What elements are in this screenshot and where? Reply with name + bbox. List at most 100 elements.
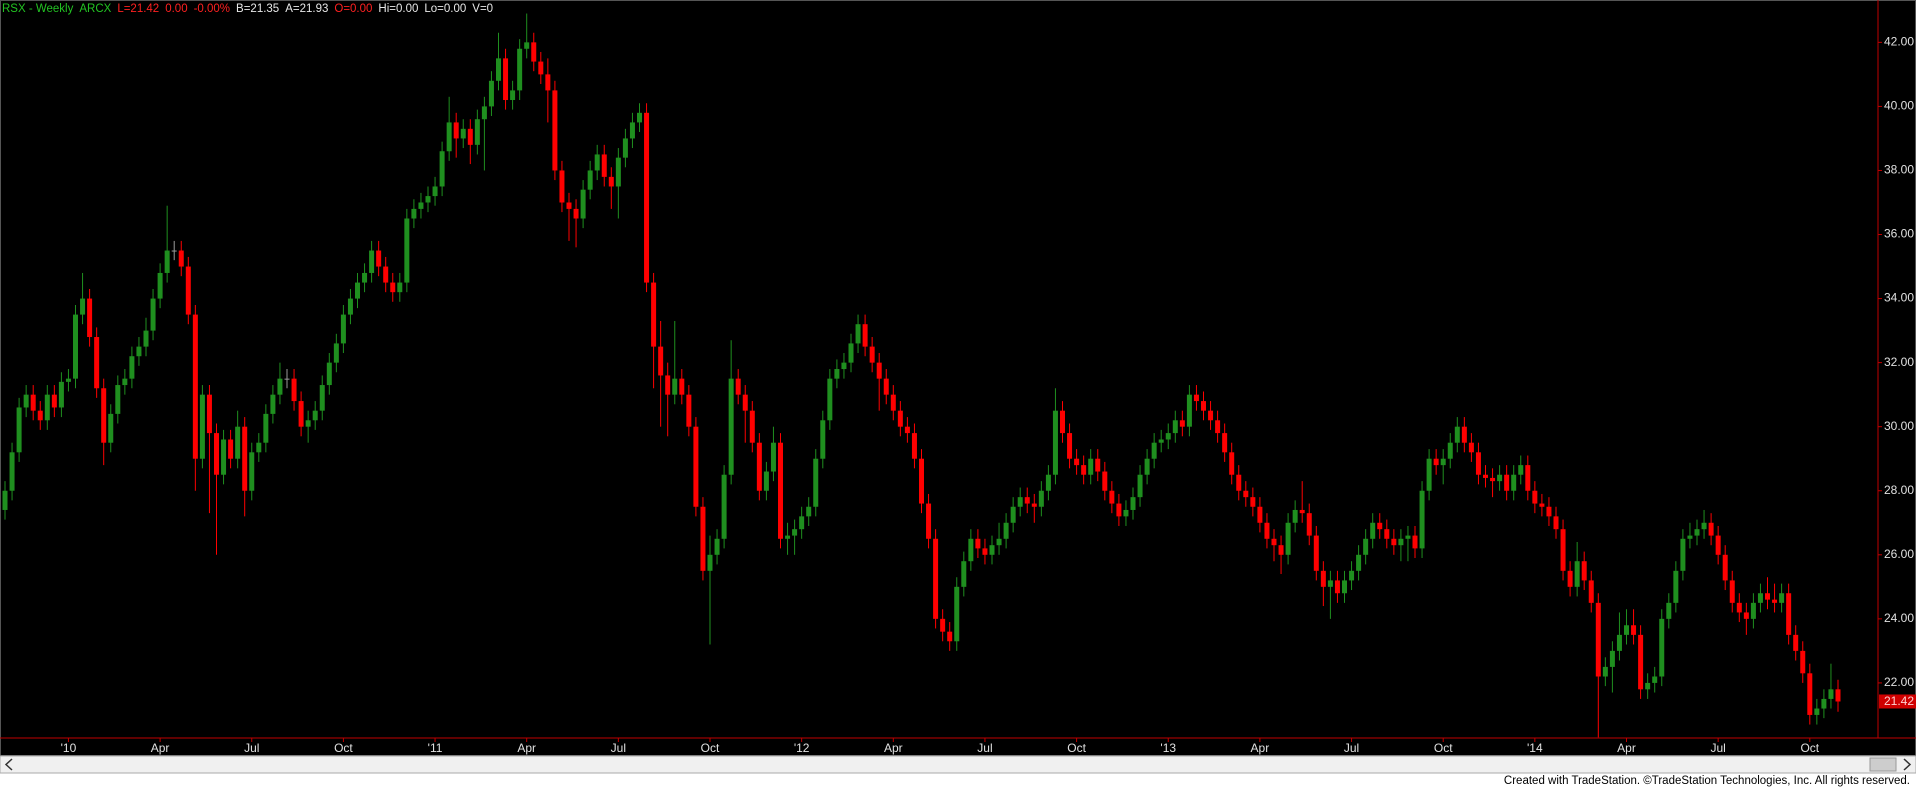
candle-body	[982, 548, 988, 555]
scroll-left-arrow[interactable]	[4, 758, 13, 771]
x-tick-label: '13	[1160, 741, 1176, 755]
candle-body	[460, 128, 466, 139]
candle-body	[1546, 506, 1552, 517]
candle-body	[1539, 503, 1545, 507]
candle-body	[1560, 529, 1566, 571]
candle-body	[1123, 509, 1129, 517]
scrollbar[interactable]	[0, 755, 1916, 774]
scrollbar-thumb[interactable]	[1869, 757, 1897, 772]
candle-body	[1433, 458, 1439, 466]
candle-body	[397, 282, 403, 293]
candle-body	[171, 250, 177, 252]
candle-body	[1779, 593, 1785, 603]
scroll-right-arrow[interactable]	[1903, 758, 1912, 771]
candle-body	[1835, 689, 1841, 702]
candle-body	[1553, 516, 1559, 530]
candle-body	[1722, 554, 1728, 581]
candle-body	[1504, 474, 1510, 491]
candle-body	[1299, 509, 1305, 514]
candle-body	[890, 394, 896, 411]
candle-body	[721, 474, 727, 539]
candle-body	[30, 394, 36, 411]
candle-body	[1631, 625, 1637, 635]
candle-body	[404, 218, 410, 283]
candle-body	[658, 346, 664, 376]
candle-body	[1828, 689, 1834, 699]
candle-body	[1638, 634, 1644, 690]
candle-body	[594, 154, 600, 171]
x-tick-label: '11	[428, 741, 443, 755]
y-tick-label: 22.00	[1884, 675, 1914, 689]
candle-body	[940, 618, 946, 632]
symbol-header: RSX - Weekly ARCX L=21.42 0.00 -0.00% B=21.35…	[2, 3, 499, 15]
candle-body	[770, 442, 776, 472]
candle-body	[813, 458, 819, 507]
candle-body	[1243, 490, 1249, 498]
candle-body	[1490, 477, 1496, 482]
candle-body	[1447, 442, 1453, 459]
candle-body	[1095, 458, 1101, 472]
candle-body	[503, 58, 509, 101]
x-tick-label: Jul	[1344, 741, 1359, 755]
footer: Created with TradeStation. ©TradeStation…	[1503, 775, 1910, 787]
candle-body	[1088, 458, 1094, 475]
candle-body	[1003, 522, 1009, 539]
candle-body	[1320, 570, 1326, 587]
candle-body	[566, 202, 572, 209]
y-tick-label: 30.00	[1884, 419, 1914, 433]
candle-body	[242, 426, 248, 491]
candle-body	[693, 426, 699, 507]
y-tick-label: 38.00	[1884, 163, 1914, 177]
candle-body	[312, 410, 318, 421]
candle-body	[129, 356, 135, 379]
candle-body	[277, 378, 283, 395]
candle-body	[545, 74, 551, 91]
header-item: B=21.35	[236, 3, 280, 15]
candle-body	[1511, 474, 1517, 491]
last-price-box	[1879, 694, 1916, 709]
candle-body	[362, 272, 368, 283]
candle-body	[1419, 490, 1425, 549]
scrollbar-track[interactable]	[0, 755, 1916, 774]
y-tick-label: 24.00	[1884, 611, 1914, 625]
candle-body	[1793, 634, 1799, 651]
candle-body	[883, 378, 889, 395]
candle-body	[686, 394, 692, 427]
candle-body	[1024, 497, 1030, 504]
header-item: Lo=0.00	[424, 3, 467, 15]
candle-body	[411, 208, 417, 219]
candle-body	[1116, 503, 1122, 517]
candle-body	[496, 58, 501, 81]
candle-body	[1236, 474, 1242, 491]
candle-body	[9, 452, 15, 491]
x-tick-label: Oct	[701, 741, 720, 755]
x-tick-label: Oct	[1434, 741, 1453, 755]
candle-body	[1109, 490, 1115, 504]
candle-body	[1342, 580, 1347, 594]
x-tick-label: Apr	[517, 741, 536, 755]
y-tick-label: 42.00	[1884, 35, 1914, 49]
y-tick-label: 32.00	[1884, 355, 1914, 369]
candle-body	[235, 426, 241, 459]
candle-body	[926, 503, 932, 539]
x-tick-label: Jul	[244, 741, 259, 755]
candle-body	[1567, 570, 1573, 587]
candle-body	[834, 369, 840, 379]
candle-body	[1595, 602, 1601, 677]
candle-body	[848, 343, 854, 363]
x-tick-label: Jul	[977, 741, 992, 755]
candle-body	[1673, 570, 1679, 603]
candle-body	[1532, 490, 1538, 504]
candle-body	[735, 378, 741, 395]
candle-body	[1144, 458, 1150, 475]
candle-body	[1151, 442, 1157, 459]
candle-body	[855, 324, 861, 344]
candle-body	[806, 506, 812, 517]
candle-body	[1172, 420, 1178, 434]
candle-body	[989, 545, 995, 555]
x-tick-label: Jul	[1710, 741, 1725, 755]
candle-body	[390, 282, 396, 293]
candle-body	[1461, 426, 1467, 443]
candle-body	[44, 394, 50, 421]
